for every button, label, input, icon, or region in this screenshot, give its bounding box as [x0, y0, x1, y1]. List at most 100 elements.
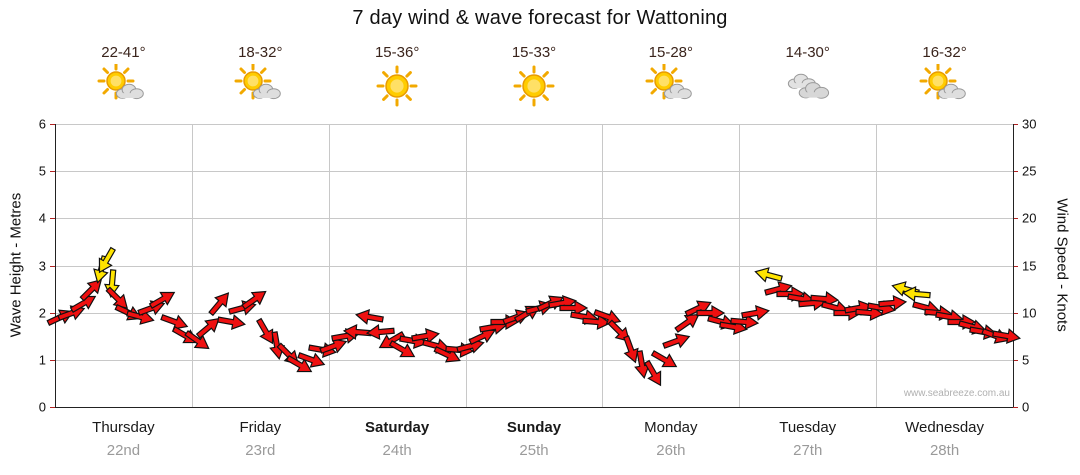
temperature-range: 14-30°: [785, 44, 830, 61]
day-date-label: 26th: [656, 442, 686, 459]
day-date-label: 22nd: [106, 442, 141, 459]
wind-arrow: [158, 309, 192, 336]
wind-arrow: [991, 325, 1024, 348]
wind-arrow: [237, 283, 272, 315]
temperature-range: 15-36°: [374, 44, 420, 61]
day-label: Friday: [239, 419, 282, 436]
wind-arrow: [409, 325, 442, 348]
weather-icon-cloudy: [781, 64, 835, 115]
right-axis-tick-label: 25: [1022, 163, 1037, 179]
right-axis-tick-label: 0: [1022, 399, 1030, 415]
wind-arrow: [696, 304, 726, 322]
wind-arrow: [294, 346, 328, 373]
wind-arrow: [283, 349, 318, 380]
axis-line-vertical: [55, 124, 56, 407]
day-label: Sunday: [506, 419, 562, 436]
right-axis-tick-mark: [1013, 407, 1018, 408]
day-date-label: 27th: [793, 442, 823, 459]
temperature-range: 16-32°: [922, 44, 967, 61]
weather-icon-partly-cloudy: [96, 62, 150, 115]
wind-arrow: [900, 284, 931, 305]
right-axis-tick-label: 15: [1022, 258, 1037, 273]
day-date-label: 24th: [382, 442, 412, 459]
left-axis-tick-label: 2: [38, 305, 46, 321]
right-axis-label: Wind Speed - Knots: [1053, 198, 1071, 332]
day-separator-line: [328, 124, 330, 407]
left-axis-tick-label: 1: [38, 352, 46, 368]
day-separator-line: [191, 124, 193, 407]
wind-arrow: [317, 332, 351, 359]
right-axis-tick-mark: [1013, 124, 1018, 125]
temperature-range: 15-33°: [511, 44, 557, 61]
day-label: Thursday: [92, 419, 155, 436]
wind-arrow: [648, 345, 683, 376]
right-axis-tick-mark: [1013, 218, 1018, 220]
wind-arrow: [251, 314, 282, 349]
right-axis-tick-label: 20: [1022, 210, 1037, 226]
wind-arrow: [431, 341, 466, 370]
wind-arrow: [751, 262, 785, 287]
right-axis-tick-mark: [1013, 359, 1018, 361]
wind-arrow: [603, 315, 637, 349]
wind-arrow: [740, 301, 773, 324]
left-axis-tick-mark: [50, 265, 55, 267]
wind-arrow: [215, 311, 248, 334]
wind-arrow: [465, 322, 500, 351]
weather-icon-partly-cloudy: [918, 62, 972, 115]
left-axis-tick-mark: [50, 124, 55, 125]
grid-line-horizontal: [55, 265, 1013, 267]
day-separator-line: [465, 124, 467, 407]
axis-line-vertical: [1013, 124, 1014, 407]
wind-arrow: [809, 288, 840, 309]
left-axis-tick-label: 5: [38, 163, 46, 179]
day-label: Tuesday: [779, 419, 837, 436]
wind-arrow: [682, 293, 717, 322]
grid-line-horizontal: [55, 359, 1013, 361]
wind-arrow: [91, 243, 122, 278]
left-axis-tick-mark: [50, 312, 55, 314]
watermark: www.seabreeze.com.au: [903, 388, 1010, 399]
wind-arrow: [581, 312, 612, 333]
wind-arrow: [204, 286, 237, 321]
right-axis-tick-label: 30: [1022, 116, 1037, 132]
right-axis-tick-label: 5: [1022, 352, 1030, 368]
wind-arrow: [385, 335, 420, 366]
wind-arrow: [878, 293, 909, 314]
day-label: Saturday: [365, 419, 430, 436]
right-axis-tick-mark: [1013, 312, 1018, 314]
day-date-label: 25th: [519, 442, 549, 459]
grid-line-horizontal: [55, 124, 1013, 125]
day-label: Wednesday: [905, 419, 985, 436]
day-date-label: 23rd: [245, 442, 276, 459]
right-axis-tick-label: 10: [1022, 305, 1037, 321]
left-axis-tick-mark: [50, 359, 55, 361]
left-axis-tick-label: 0: [38, 399, 46, 415]
wind-arrow: [729, 312, 760, 333]
left-axis-tick-mark: [50, 171, 55, 173]
left-axis-tick-mark: [50, 218, 55, 220]
left-axis-tick-mark: [50, 407, 55, 408]
grid-line-horizontal: [55, 218, 1013, 220]
wind-arrow: [75, 272, 109, 306]
wind-arrow: [617, 333, 644, 367]
right-axis-tick-mark: [1013, 265, 1018, 267]
wind-arrow: [659, 327, 693, 354]
wind-arrow: [352, 306, 385, 329]
left-axis-tick-label: 6: [38, 116, 46, 132]
temperature-range: 22-41°: [101, 44, 146, 61]
grid-line-horizontal: [55, 171, 1013, 173]
wind-arrow: [192, 310, 227, 343]
day-separator-line: [876, 124, 878, 407]
day-separator-line: [602, 124, 604, 407]
weather-icon-sunny: [507, 64, 561, 115]
day-label: Monday: [644, 419, 698, 436]
weather-icon-partly-cloudy: [644, 62, 698, 115]
wind-arrow: [341, 321, 373, 342]
wind-arrow: [146, 283, 181, 314]
right-axis-tick-mark: [1013, 171, 1018, 173]
wind-arrow: [559, 299, 589, 317]
wind-arrow: [180, 325, 215, 357]
left-axis-tick-label: 4: [38, 210, 46, 226]
day-date-label: 28th: [929, 442, 960, 459]
